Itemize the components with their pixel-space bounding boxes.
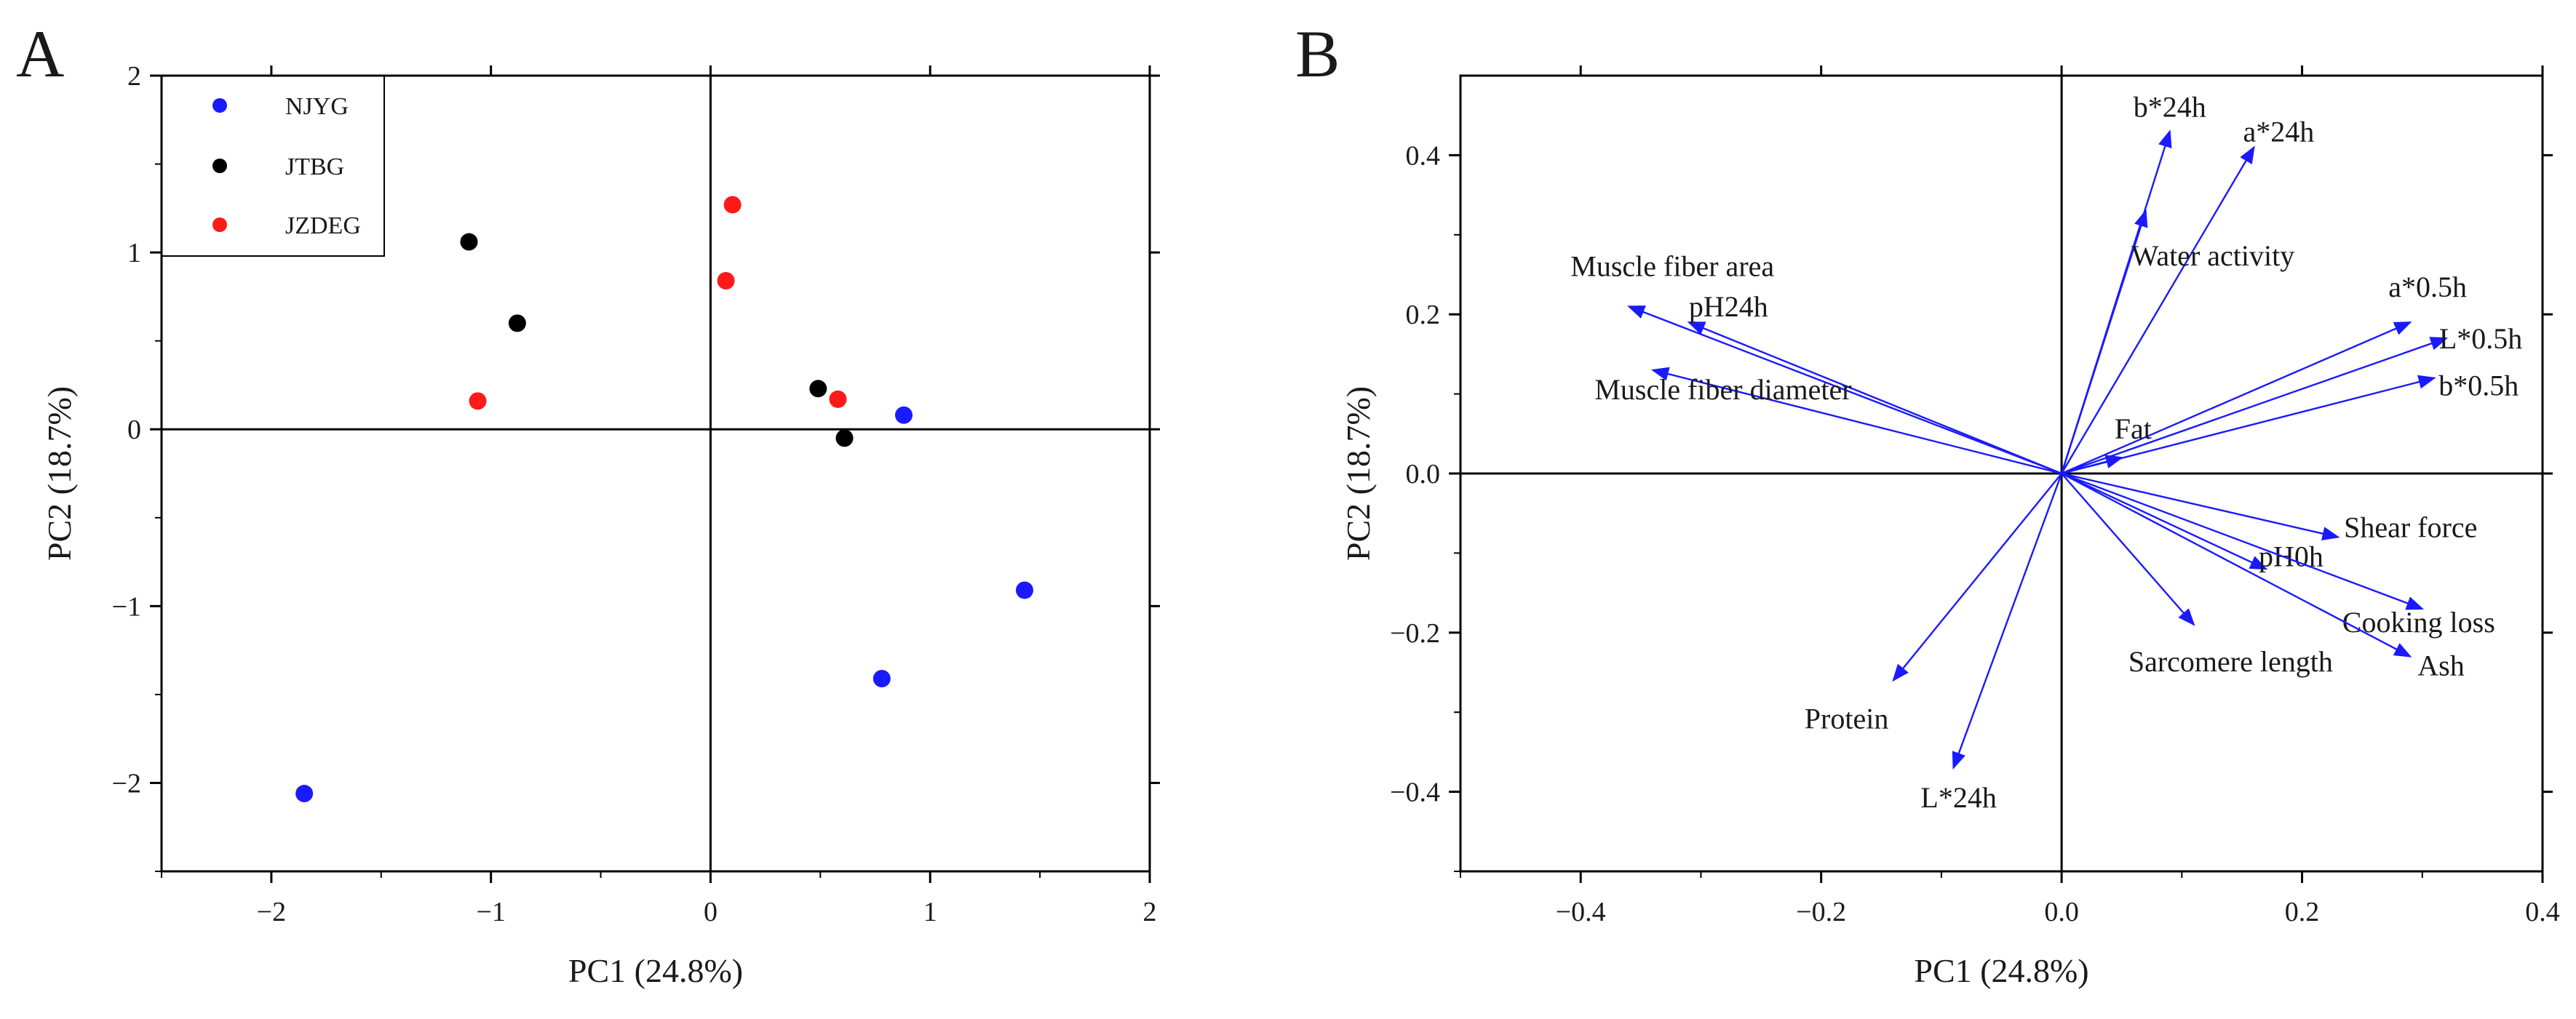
loading-arrow-sarcomere-length <box>2061 473 2195 626</box>
loading-arrow-a-0-5h <box>2061 321 2412 475</box>
panel-a-legend: NJYG JTBG JZDEG <box>161 75 385 257</box>
plot-frame <box>160 74 1151 873</box>
legend-marker-njyg <box>212 98 227 113</box>
point-jzdeg <box>829 390 847 408</box>
point-njyg <box>895 406 913 424</box>
loading-arrow-a-24h <box>2061 145 2255 474</box>
panel-b-y-axis-label: PC2 (18.7%) <box>1340 386 1377 561</box>
loading-label-ash: Ash <box>2417 650 2464 682</box>
x-tick-label: −2 <box>257 897 286 927</box>
x-tick-label: −0.2 <box>1796 897 1846 927</box>
loading-arrow-shear-force <box>2061 472 2340 541</box>
loading-label-water-activity: Water activity <box>2131 239 2294 272</box>
loading-label-cooking-loss: Cooking loss <box>2342 606 2495 639</box>
y-tick-label: 2 <box>127 61 141 92</box>
loading-label-shear-force: Shear force <box>2344 511 2477 544</box>
y-tick-label: 0 <box>127 415 141 445</box>
legend-marker-jtbg <box>212 159 227 173</box>
panel-a-x-axis-label: PC1 (24.8%) <box>568 952 743 989</box>
y-tick-label: 0.0 <box>1406 459 1441 489</box>
loading-arrow-ph0h <box>2061 472 2268 570</box>
loading-arrow-protein <box>1892 473 2063 682</box>
x-tick-label: −0.4 <box>1556 897 1606 927</box>
x-tick-label: 2 <box>1143 897 1157 927</box>
loading-label-l-0-5h: L*0.5h <box>2439 322 2522 355</box>
loading-label-a-0-5h: a*0.5h <box>2388 271 2467 303</box>
panel-b-chart: PC1 (24.8%) PC2 (18.7%) −0.4 −0.2 0.0 0.2 0.… <box>1340 65 2560 989</box>
point-njyg <box>872 670 891 688</box>
loading-label-muscle-fiber-area: Muscle fiber area <box>1570 249 1774 282</box>
point-jtbg <box>809 380 827 398</box>
point-njyg <box>295 785 314 803</box>
point-jzdeg <box>717 272 735 290</box>
legend-label-njyg: NJYG <box>285 93 349 120</box>
y-tick-label: 1 <box>127 238 141 268</box>
loading-arrow-ash <box>2061 472 2412 658</box>
x-tick-label: 0 <box>704 897 717 927</box>
loading-arrow-muscle-fiber-diameter <box>1651 367 2062 475</box>
panel-a-chart: PC1 (24.8%) PC2 (18.7%) NJYG JTBG JZDEG … <box>41 61 1160 989</box>
loading-arrow-water-activity <box>2060 209 2148 474</box>
x-tick-label: 0.2 <box>2285 897 2320 927</box>
x-tick-label: 0.4 <box>2525 897 2560 927</box>
legend-label-jzdeg: JZDEG <box>285 212 361 239</box>
x-tick-label: −1 <box>476 897 505 927</box>
loading-arrow-l-0-5h <box>2061 337 2449 475</box>
x-tick-label: 0.0 <box>2044 897 2079 927</box>
loading-label-b-0-5h: b*0.5h <box>2438 369 2519 402</box>
y-tick-label: −2 <box>112 768 141 799</box>
loading-arrow-fat <box>2061 455 2124 475</box>
loading-arrow-b-0-5h <box>2061 375 2436 475</box>
loading-arrow-l-24h <box>1952 473 2063 770</box>
point-jzdeg <box>469 392 487 410</box>
panel-a-letter: A <box>16 17 64 91</box>
loading-label-ph24h: pH24h <box>1689 290 1768 323</box>
y-tick-label: 0.4 <box>1406 140 1441 171</box>
panel-a-y-axis-label: PC2 (18.7%) <box>41 386 78 561</box>
x-tick-label: 1 <box>923 897 937 927</box>
legend-marker-jzdeg <box>212 217 227 232</box>
loading-label-b-24h: b*24h <box>2134 91 2206 124</box>
point-jtbg <box>508 314 526 332</box>
panel-b-x-axis-label: PC1 (24.8%) <box>1914 952 2088 989</box>
point-jtbg <box>835 429 854 447</box>
y-tick-label: 0.2 <box>1406 300 1441 330</box>
point-njyg <box>1015 581 1033 599</box>
loading-arrow-cooking-loss <box>2061 472 2425 610</box>
point-jzdeg <box>723 196 742 214</box>
y-tick-label: −0.4 <box>1390 778 1440 808</box>
loading-label-muscle-fiber-diameter: Muscle fiber diameter <box>1594 373 1851 406</box>
y-tick-label: −1 <box>112 591 141 622</box>
point-jtbg <box>460 233 478 251</box>
panel-b-letter: B <box>1295 17 1340 91</box>
y-tick-label: −0.2 <box>1390 618 1440 649</box>
loading-label-l-24h: L*24h <box>1920 781 1996 814</box>
loading-label-sarcomere-length: Sarcomere length <box>2128 645 2333 678</box>
legend-label-jtbg: JTBG <box>285 153 344 180</box>
loading-arrow-ph24h <box>1687 321 2062 475</box>
loading-label-fat: Fat <box>2115 412 2152 445</box>
loading-label-a-24h: a*24h <box>2243 115 2314 148</box>
loading-label-protein: Protein <box>1805 702 1889 735</box>
